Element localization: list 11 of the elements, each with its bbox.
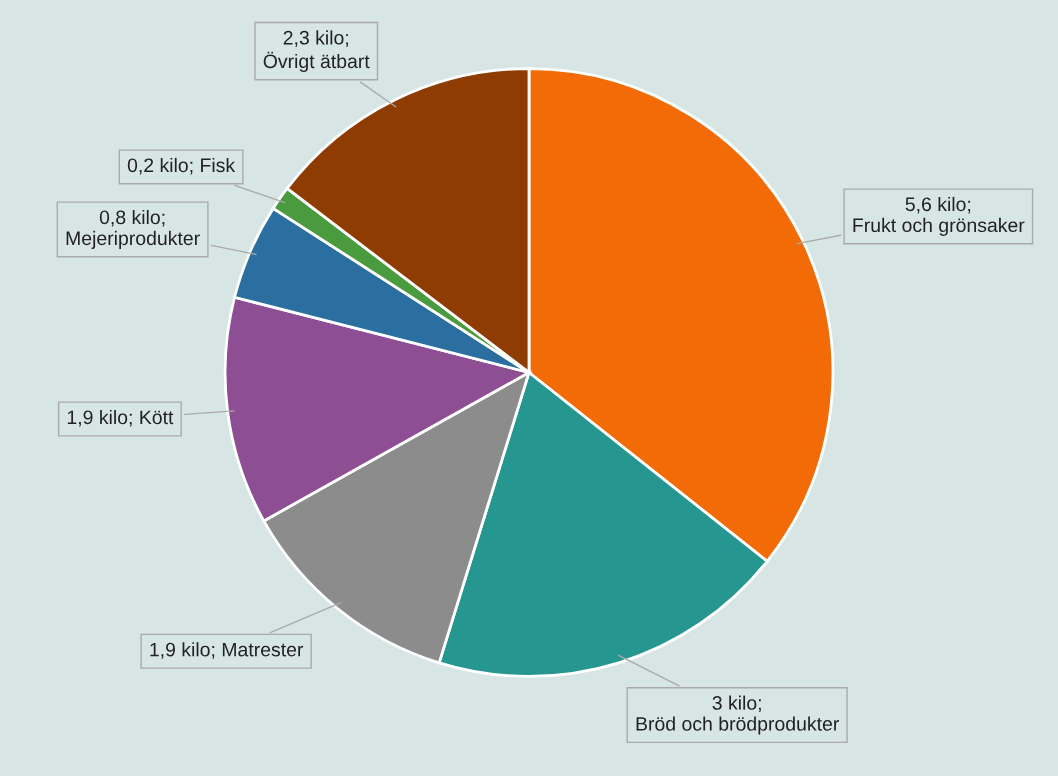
slice-label: 1,9 kilo; Matrester <box>150 642 304 659</box>
data-label: 5,6 kilo; <box>905 196 971 214</box>
slice-label: Bröd och brödprodukter <box>636 716 839 735</box>
data-label: 3 kilo; <box>712 695 761 713</box>
slice-label: Övrigt ätbart <box>263 51 370 73</box>
data-label: 0,8 kilo; <box>99 209 165 227</box>
slice-label: 1,9 kilo; Kött <box>67 409 174 427</box>
slice-label: Mejeriprodukter <box>66 230 200 249</box>
slice-label: 0,2 kilo; Fisk <box>127 157 236 175</box>
slice-label: Frukt och grönsaker <box>853 217 1025 236</box>
data-label: 2,3 kilo; <box>283 30 348 47</box>
